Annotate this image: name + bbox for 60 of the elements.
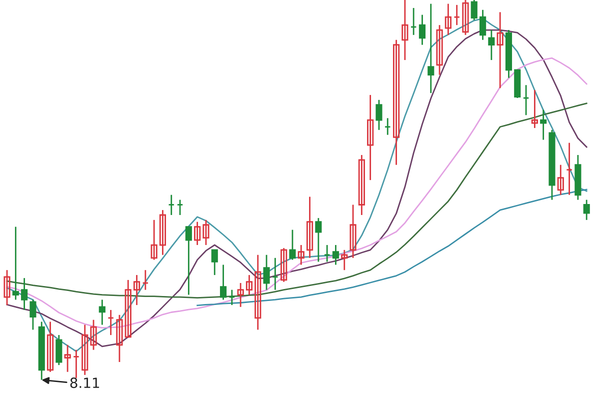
annotation: 8.11	[70, 378, 100, 388]
candlestick	[202, 219, 210, 246]
candlestick	[64, 344, 71, 373]
candlestick	[557, 164, 564, 196]
candlestick	[332, 244, 340, 266]
candlestick	[220, 264, 227, 300]
candlestick	[470, 0, 478, 21]
candlestick	[82, 324, 88, 376]
candlestick	[4, 269, 10, 306]
candlestick	[566, 142, 573, 196]
candlestick	[185, 226, 192, 296]
candlestick	[315, 217, 322, 262]
candlestick	[237, 282, 244, 308]
candlestick	[150, 219, 158, 261]
candlestick	[98, 299, 106, 326]
candlestick	[176, 199, 184, 216]
candlestick	[376, 99, 382, 131]
candlestick	[479, 9, 486, 41]
candlestick	[133, 274, 140, 306]
candlestick	[392, 39, 400, 166]
candlestick	[228, 289, 236, 306]
candlestick	[246, 274, 253, 296]
candlestick	[12, 226, 19, 300]
candlestick	[211, 249, 218, 276]
candlestick	[488, 29, 495, 61]
candlestick	[531, 89, 538, 129]
candlestick	[116, 314, 123, 363]
candlestick	[254, 254, 262, 330]
candlestick	[583, 199, 590, 221]
candlestick	[289, 229, 296, 261]
candlestick	[496, 11, 504, 89]
candlestick	[168, 194, 175, 216]
candlestick	[30, 299, 36, 330]
candlestick	[444, 3, 452, 36]
candlestick	[462, 0, 469, 36]
candlestick	[298, 244, 304, 266]
candlestick	[418, 14, 426, 46]
candlestick	[194, 221, 201, 246]
candlestick	[358, 154, 365, 216]
candlestick	[46, 321, 54, 373]
candlestick	[263, 254, 270, 291]
candlestick	[454, 4, 460, 26]
candlestick	[341, 249, 348, 271]
candlestick	[280, 247, 288, 283]
candlestick	[428, 3, 434, 94]
candlestick	[159, 209, 166, 256]
candlestick	[540, 109, 547, 140]
candlestick	[436, 24, 443, 76]
candlestick	[72, 349, 80, 379]
candlestick	[306, 196, 314, 259]
candlestick	[272, 257, 278, 291]
candlestick	[402, 0, 408, 61]
candlestick	[367, 94, 374, 181]
candlestick	[384, 117, 391, 136]
candlestick	[324, 244, 330, 262]
candlestick	[124, 279, 132, 338]
candlestick	[21, 277, 28, 311]
candlestick	[350, 204, 356, 259]
candlestick	[90, 319, 97, 351]
candlestick	[56, 334, 62, 366]
